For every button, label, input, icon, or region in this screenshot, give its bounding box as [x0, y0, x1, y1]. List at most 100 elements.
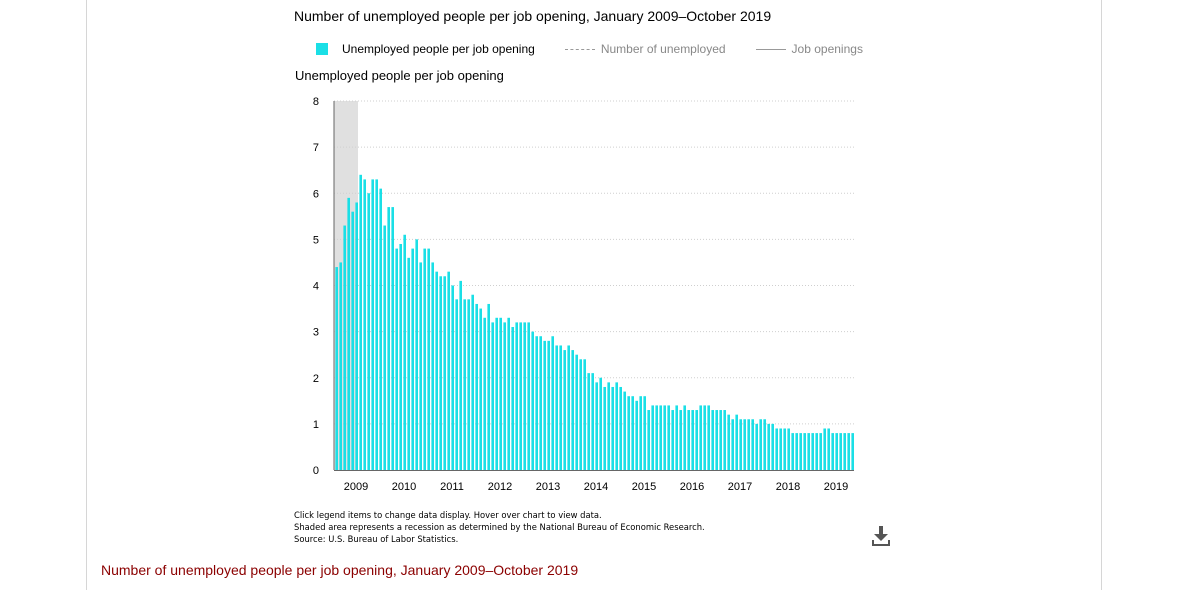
bar[interactable]	[715, 410, 718, 470]
bar[interactable]	[343, 225, 346, 470]
bar[interactable]	[455, 299, 458, 470]
bar[interactable]	[567, 345, 570, 470]
bar[interactable]	[771, 423, 774, 470]
bar[interactable]	[411, 248, 414, 470]
bar[interactable]	[459, 280, 462, 470]
bar[interactable]	[527, 322, 530, 470]
legend-item-openings[interactable]: Job openings	[755, 42, 863, 56]
bar[interactable]	[603, 386, 606, 470]
bar[interactable]	[535, 336, 538, 470]
bar[interactable]	[739, 419, 742, 470]
bar[interactable]	[827, 428, 830, 470]
legend-item-ratio[interactable]: Unemployed people per job opening	[316, 42, 535, 56]
bar[interactable]	[723, 410, 726, 470]
bar[interactable]	[631, 396, 634, 470]
bar[interactable]	[427, 248, 430, 470]
bar[interactable]	[775, 428, 778, 470]
bar[interactable]	[355, 202, 358, 470]
bar[interactable]	[607, 382, 610, 470]
bar[interactable]	[347, 197, 350, 471]
bar[interactable]	[659, 405, 662, 470]
bar[interactable]	[483, 317, 486, 470]
bar[interactable]	[707, 405, 710, 470]
bar[interactable]	[395, 248, 398, 470]
bar[interactable]	[499, 317, 502, 470]
bar[interactable]	[647, 410, 650, 470]
bar[interactable]	[571, 350, 574, 470]
bar[interactable]	[763, 419, 766, 470]
bar[interactable]	[407, 257, 410, 470]
bar[interactable]	[795, 433, 798, 470]
bar[interactable]	[679, 410, 682, 470]
bar[interactable]	[475, 303, 478, 470]
bar[interactable]	[783, 428, 786, 470]
bar[interactable]	[851, 433, 854, 470]
bar[interactable]	[503, 322, 506, 470]
bar[interactable]	[595, 382, 598, 470]
bar[interactable]	[695, 410, 698, 470]
bar[interactable]	[435, 271, 438, 470]
bar[interactable]	[507, 317, 510, 470]
bar[interactable]	[399, 243, 402, 470]
bar[interactable]	[811, 433, 814, 470]
bar[interactable]	[655, 405, 658, 470]
bar[interactable]	[555, 345, 558, 470]
bar[interactable]	[699, 405, 702, 470]
bar[interactable]	[727, 414, 730, 470]
bar[interactable]	[835, 433, 838, 470]
bar[interactable]	[711, 410, 714, 470]
bar[interactable]	[667, 405, 670, 470]
bar[interactable]	[531, 331, 534, 470]
bar[interactable]	[431, 262, 434, 470]
bar[interactable]	[351, 211, 354, 470]
bar[interactable]	[651, 405, 654, 470]
bar[interactable]	[807, 433, 810, 470]
bar[interactable]	[791, 433, 794, 470]
bar[interactable]	[551, 336, 554, 470]
bar[interactable]	[627, 396, 630, 470]
bar[interactable]	[635, 400, 638, 470]
bar[interactable]	[847, 433, 850, 470]
bar[interactable]	[547, 340, 550, 470]
bar[interactable]	[803, 433, 806, 470]
bar[interactable]	[611, 386, 614, 470]
bar[interactable]	[719, 410, 722, 470]
bar[interactable]	[691, 410, 694, 470]
bar[interactable]	[487, 303, 490, 470]
bar[interactable]	[671, 410, 674, 470]
bar[interactable]	[367, 193, 370, 470]
bar[interactable]	[563, 350, 566, 470]
bar[interactable]	[479, 308, 482, 470]
bar[interactable]	[471, 294, 474, 470]
bar[interactable]	[363, 179, 366, 470]
bar[interactable]	[759, 419, 762, 470]
bar[interactable]	[383, 225, 386, 470]
bar[interactable]	[687, 410, 690, 470]
bar[interactable]	[819, 433, 822, 470]
bar[interactable]	[451, 285, 454, 471]
bar[interactable]	[583, 359, 586, 470]
bar[interactable]	[843, 433, 846, 470]
bar[interactable]	[379, 188, 382, 470]
bar[interactable]	[559, 345, 562, 470]
legend-item-unemployed[interactable]: Number of unemployed	[564, 42, 726, 56]
bar[interactable]	[439, 276, 442, 470]
bar[interactable]	[751, 419, 754, 470]
bar[interactable]	[587, 373, 590, 470]
bar[interactable]	[335, 267, 338, 470]
bar[interactable]	[375, 179, 378, 470]
bar[interactable]	[579, 359, 582, 470]
bar[interactable]	[523, 322, 526, 470]
bar[interactable]	[839, 433, 842, 470]
bar[interactable]	[663, 405, 666, 470]
bar[interactable]	[643, 396, 646, 470]
bar[interactable]	[495, 317, 498, 470]
bar[interactable]	[359, 174, 362, 471]
bar[interactable]	[799, 433, 802, 470]
bar[interactable]	[599, 377, 602, 470]
bar[interactable]	[415, 239, 418, 470]
bar[interactable]	[619, 386, 622, 470]
bar[interactable]	[743, 419, 746, 470]
bar[interactable]	[339, 262, 342, 470]
bar[interactable]	[463, 299, 466, 470]
